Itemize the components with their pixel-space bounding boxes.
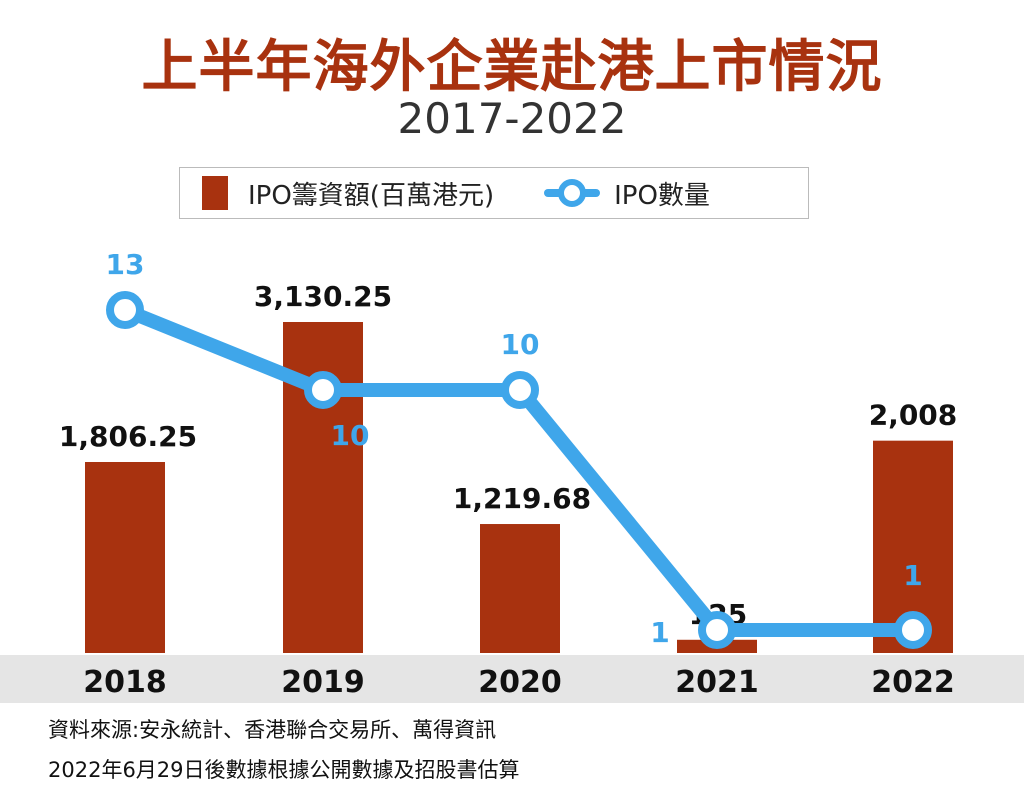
line-data-label: 1 bbox=[650, 616, 669, 649]
x-tick-label: 2021 bbox=[675, 665, 759, 700]
bar bbox=[85, 462, 165, 653]
legend-bar-swatch bbox=[202, 176, 228, 210]
bar-data-label: 1,806.25 bbox=[59, 420, 197, 453]
line-point bbox=[304, 371, 342, 409]
line-point bbox=[698, 611, 736, 650]
bar-data-label: 3,130.25 bbox=[254, 280, 392, 313]
x-tick-label: 2018 bbox=[83, 665, 167, 700]
line-data-label: 1 bbox=[903, 559, 922, 592]
footer-note: 2022年6月29日後數據根據公開數據及招股書估算 bbox=[48, 758, 520, 782]
bar bbox=[480, 524, 560, 653]
legend-line-swatch bbox=[544, 176, 601, 210]
chart-subtitle: 2017-2022 bbox=[397, 94, 627, 143]
legend: IPO籌資額(百萬港元) IPO數量 bbox=[179, 167, 809, 219]
line-data-label: 10 bbox=[331, 419, 370, 452]
line-point bbox=[894, 611, 932, 650]
chart-title: 上半年海外企業赴港上市情況 bbox=[141, 35, 883, 100]
legend-bar-label: IPO籌資額(百萬港元) bbox=[248, 180, 495, 211]
line-point bbox=[106, 290, 144, 329]
line-data-label: 13 bbox=[106, 248, 145, 281]
x-tick-label: 2020 bbox=[478, 665, 562, 700]
x-axis-band bbox=[0, 655, 1024, 703]
x-tick-label: 2022 bbox=[871, 665, 955, 700]
bar-data-label: 2,008 bbox=[869, 399, 958, 432]
footer-source: 資料來源:安永統計、香港聯合交易所、萬得資訊 bbox=[48, 718, 497, 742]
bar-data-label: 1,219.68 bbox=[453, 482, 591, 515]
line-data-label: 10 bbox=[501, 328, 540, 361]
line-point bbox=[501, 371, 539, 409]
legend-line-label: IPO數量 bbox=[614, 180, 710, 211]
x-tick-label: 2019 bbox=[281, 665, 365, 700]
